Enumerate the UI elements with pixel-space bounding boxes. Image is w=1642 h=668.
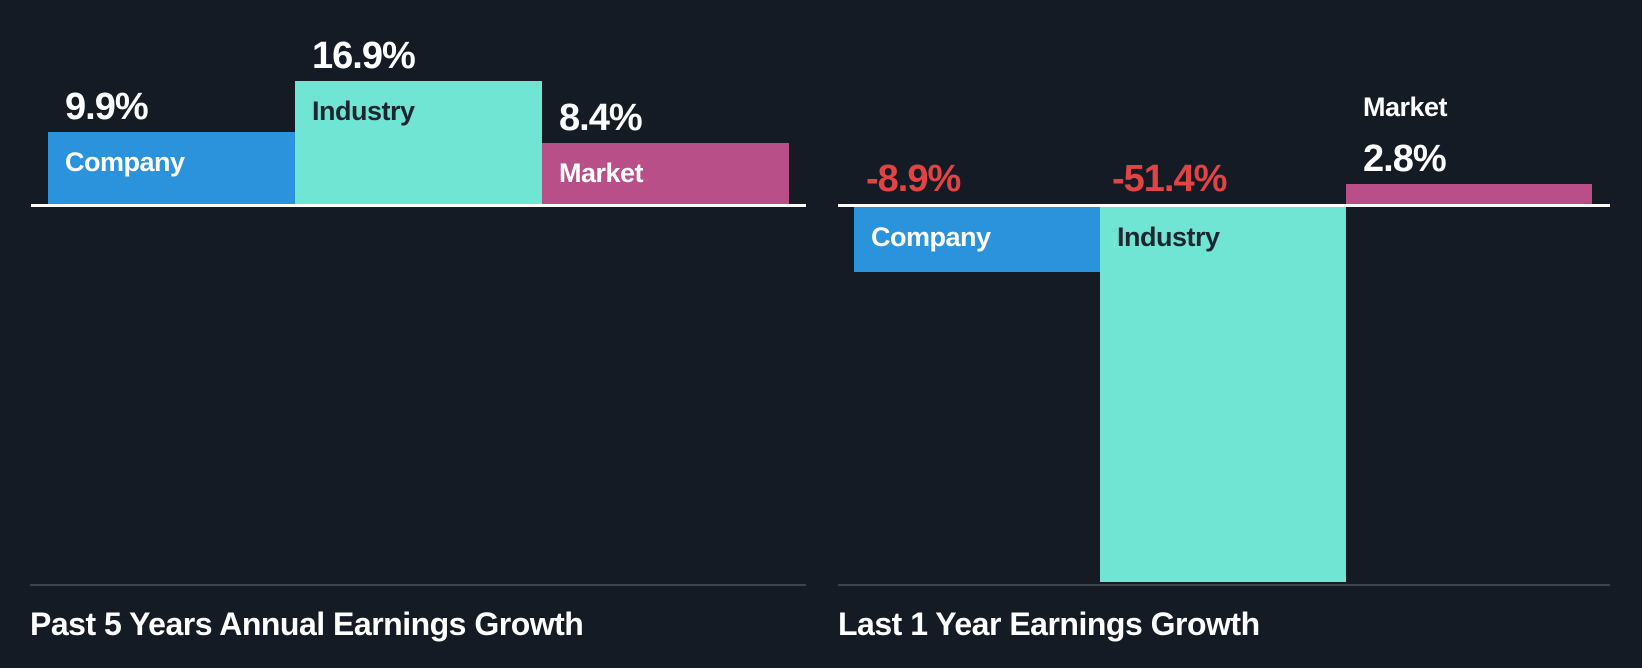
value-label-industry: -51.4% <box>1112 158 1227 200</box>
chart-title-past-5-years: Past 5 Years Annual Earnings Growth <box>30 606 584 642</box>
divider-last-1-year <box>838 584 1610 586</box>
bar-industry <box>295 81 542 204</box>
bar-label-industry: Industry <box>1117 222 1220 252</box>
value-label-industry: 16.9% <box>312 35 416 77</box>
bar-label-industry: Industry <box>312 96 415 126</box>
zero-baseline-past-5-years <box>31 204 806 207</box>
bar-company <box>48 132 295 204</box>
chart-title-last-1-year: Last 1 Year Earnings Growth <box>838 606 1260 642</box>
bar-market <box>1346 184 1592 204</box>
bar-label-company: Company <box>871 222 991 252</box>
value-label-company: 9.9% <box>65 86 149 128</box>
bar-label-company: Company <box>65 147 185 177</box>
divider-past-5-years <box>30 584 806 586</box>
bar-label-market: Market <box>559 158 644 188</box>
bar-industry <box>1100 207 1346 582</box>
zero-baseline-last-1-year <box>838 204 1610 207</box>
bar-market <box>542 143 789 204</box>
value-label-company: -8.9% <box>866 158 961 200</box>
bar-company <box>854 207 1100 272</box>
value-label-market: 8.4% <box>559 97 643 139</box>
value-label-market: 2.8% <box>1363 138 1447 180</box>
bar-label-market: Market <box>1363 92 1448 122</box>
